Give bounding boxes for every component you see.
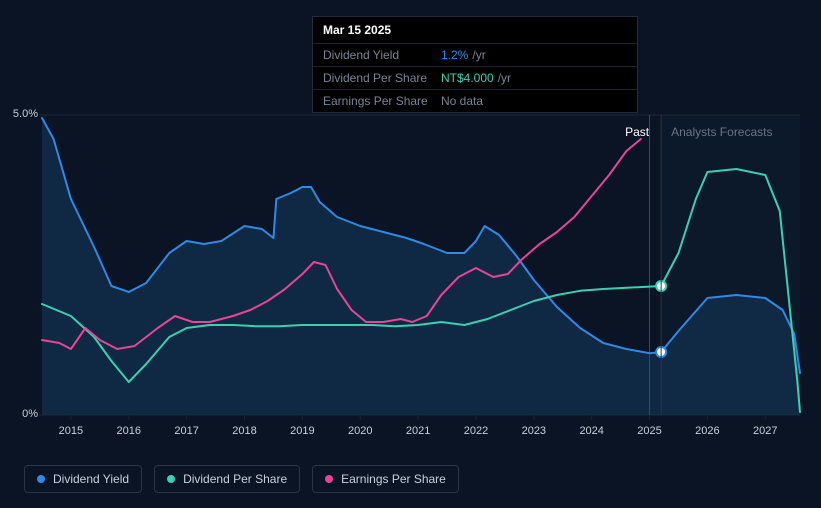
x-tick-label: 2018 [225,425,265,437]
tooltip-row-value: NT$4.000/yr [441,71,511,85]
chart-legend: Dividend Yield Dividend Per Share Earnings… [24,465,459,493]
tooltip-row: Earnings Per ShareNo data [313,90,637,112]
past-region-label: Past [625,125,649,139]
legend-dot [37,475,45,483]
legend-label: Dividend Per Share [183,472,287,486]
y-tick-min: 0% [4,408,38,420]
x-tick-label: 2015 [51,425,91,437]
legend-dot [325,475,333,483]
tooltip-row: Dividend Per ShareNT$4.000/yr [313,67,637,90]
forecast-region-label: Analysts Forecasts [671,125,772,139]
dividend-chart: 5.0% 0% 2015 2016 2017 2018 2019 2020 2021 2022… [0,0,821,508]
x-tick-label: 2020 [340,425,380,437]
x-tick-label: 2027 [745,425,785,437]
x-tick-label: 2017 [167,425,207,437]
tooltip-row: Dividend Yield1.2%/yr [313,44,637,67]
legend-label: Dividend Yield [53,472,129,486]
x-tick-label: 2025 [630,425,670,437]
legend-dot [167,475,175,483]
chart-tooltip: Mar 15 2025 Dividend Yield1.2%/yrDividen… [312,16,638,113]
tooltip-date: Mar 15 2025 [313,17,637,44]
x-tick-label: 2026 [687,425,727,437]
tooltip-row-value: No data [441,94,483,108]
legend-item-earnings-per-share[interactable]: Earnings Per Share [312,465,459,493]
x-tick-label: 2024 [572,425,612,437]
y-tick-max: 5.0% [4,108,38,120]
tooltip-row-label: Dividend Per Share [323,71,441,85]
tooltip-row-label: Earnings Per Share [323,94,441,108]
x-tick-label: 2023 [514,425,554,437]
x-tick-label: 2016 [109,425,149,437]
legend-item-dividend-yield[interactable]: Dividend Yield [24,465,142,493]
x-tick-label: 2021 [398,425,438,437]
x-tick-label: 2019 [282,425,322,437]
tooltip-row-value: 1.2%/yr [441,48,486,62]
legend-item-dividend-per-share[interactable]: Dividend Per Share [154,465,300,493]
legend-label: Earnings Per Share [341,472,446,486]
tooltip-row-label: Dividend Yield [323,48,441,62]
x-tick-label: 2022 [456,425,496,437]
